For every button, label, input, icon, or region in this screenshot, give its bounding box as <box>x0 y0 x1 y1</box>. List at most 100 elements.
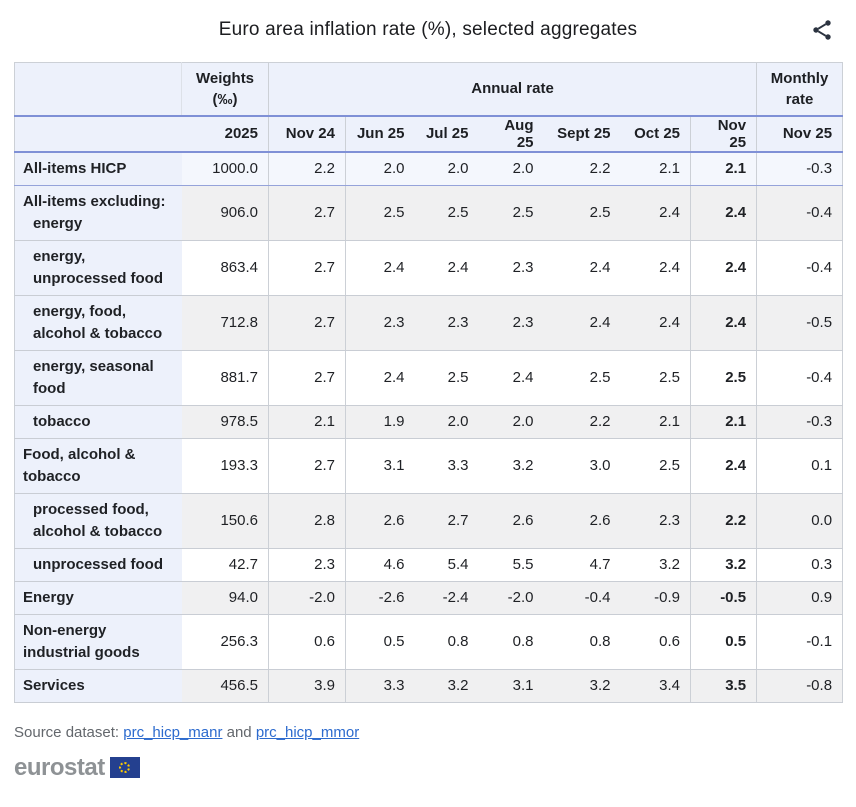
monthly-rate-cell: -0.1 <box>756 614 843 670</box>
row-label-cell: Services <box>14 669 182 703</box>
row-label-cell: tobacco <box>14 405 182 439</box>
row-label-cell: All-items excluding: energy <box>14 185 182 241</box>
annual-rate-cell: 3.1 <box>478 669 544 703</box>
annual-rate-cell: 2.4 <box>689 240 757 296</box>
title-bar: Euro area inflation rate (%), selected a… <box>0 0 856 41</box>
table-row: energy, food, alcohol & tobacco 712.8 2.7 2.… <box>14 295 843 351</box>
annual-rate-cell: 2.7 <box>268 185 346 241</box>
row-label-cell: Energy <box>14 581 182 615</box>
row-label-line: Energy <box>23 588 74 606</box>
annual-rate-cell: 0.8 <box>543 614 621 670</box>
annual-rate-cell: 2.1 <box>689 151 757 186</box>
row-label-cell: All-items HICP <box>14 151 182 186</box>
weight-cell: 256.3 <box>181 614 269 670</box>
header-group-row: Weights (‰) Annual rate Monthly rate <box>14 62 843 117</box>
annual-rate-cell: 2.4 <box>414 240 479 296</box>
annual-rate-cell: 2.5 <box>478 185 544 241</box>
dataset-link-mmor[interactable]: prc_hicp_mmor <box>255 723 360 741</box>
weight-cell: 978.5 <box>181 405 269 439</box>
source-prefix: Source dataset: <box>14 723 124 741</box>
annual-rate-cell: 3.9 <box>268 669 346 703</box>
annual-rate-cell: 2.1 <box>689 405 757 439</box>
annual-rate-cell: 3.5 <box>689 669 757 703</box>
row-label-cell: energy, food, alcohol & tobacco <box>14 295 182 351</box>
monthly-rate-header: Monthly rate <box>756 62 843 117</box>
weights-header-line2: (‰) <box>212 90 238 108</box>
row-label-cell: processed food, alcohol & tobacco <box>14 493 182 549</box>
annual-rate-cell: 2.7 <box>268 350 346 406</box>
weights-header: Weights (‰) <box>181 62 269 117</box>
row-label-line: Services <box>23 676 85 694</box>
weights-year-header: 2025 <box>181 115 269 153</box>
annual-rate-cell: 2.5 <box>543 185 621 241</box>
table-row: Food, alcohol & tobacco 193.3 2.7 3.1 3.3 3.2 3… <box>14 438 843 494</box>
table-row: All-items HICP 1000.0 2.2 2.0 2.0 2.0 2.2 2.1 2.… <box>14 151 843 186</box>
table-body: All-items HICP 1000.0 2.2 2.0 2.0 2.0 2.2 2.1 2.… <box>14 151 843 703</box>
annual-rate-cell: 4.6 <box>345 548 415 582</box>
corner-cell <box>14 62 182 117</box>
weight-cell: 42.7 <box>181 548 269 582</box>
annual-rate-cell: 2.0 <box>478 151 544 186</box>
annual-rate-cell: 2.3 <box>478 240 544 296</box>
annual-rate-cell: 2.6 <box>543 493 621 549</box>
annual-rate-cell: 0.6 <box>620 614 691 670</box>
annual-rate-cell: 2.5 <box>543 350 621 406</box>
annual-rate-cell: 2.0 <box>345 151 415 186</box>
row-label-cell: energy, unprocessed food <box>14 240 182 296</box>
annual-rate-cell: -2.0 <box>268 581 346 615</box>
corner-cell-2 <box>14 115 182 153</box>
weight-cell: 1000.0 <box>181 151 269 186</box>
monthly-rate-cell: -0.4 <box>756 240 843 296</box>
page-title: Euro area inflation rate (%), selected a… <box>218 19 638 40</box>
annual-rate-cell: 3.1 <box>345 438 415 494</box>
annual-rate-cell: -2.4 <box>414 581 479 615</box>
row-label-cell: Food, alcohol & tobacco <box>14 438 182 494</box>
row-label-line: Non-energy <box>23 621 107 639</box>
annual-rate-cell: -2.0 <box>478 581 544 615</box>
monthly-rate-cell: -0.4 <box>756 185 843 241</box>
annual-rate-cell: 3.4 <box>620 669 691 703</box>
table-row: energy, seasonal food 881.7 2.7 2.4 2.5 2.4 2.5… <box>14 350 843 406</box>
table-row: tobacco 978.5 2.1 1.9 2.0 2.0 2.2 2.1 2.1 -0.3 <box>14 405 843 439</box>
annual-rate-cell: 2.4 <box>620 295 691 351</box>
monthly-header-line1: Monthly <box>770 69 829 87</box>
row-label-cell: unprocessed food <box>14 548 182 582</box>
eurostat-logo: eurostat <box>14 753 856 781</box>
annual-rate-cell: 2.7 <box>414 493 479 549</box>
eu-flag-icon <box>109 757 140 778</box>
row-label-line: unprocessed food <box>33 269 164 287</box>
annual-rate-cell: 0.8 <box>478 614 544 670</box>
annual-rate-cell: 2.0 <box>414 151 479 186</box>
annual-rate-cell: 2.3 <box>268 548 346 582</box>
annual-rate-cell: 2.2 <box>689 493 757 549</box>
monthly-rate-cell: 0.1 <box>756 438 843 494</box>
source-line: Source dataset: prc_hicp_manr and prc_hi… <box>14 724 856 741</box>
annual-rate-cell: 2.2 <box>268 151 346 186</box>
annual-rate-cell: -2.6 <box>345 581 415 615</box>
annual-rate-cell: 2.1 <box>620 405 691 439</box>
row-label-line: processed food, <box>33 500 149 518</box>
share-button[interactable] <box>808 16 836 44</box>
annual-rate-cell: 2.8 <box>268 493 346 549</box>
dataset-link-manr[interactable]: prc_hicp_manr <box>123 723 223 741</box>
annual-rate-cell: 3.3 <box>414 438 479 494</box>
row-label-line: food <box>33 379 66 397</box>
weight-cell: 863.4 <box>181 240 269 296</box>
monthly-rate-cell: 0.9 <box>756 581 843 615</box>
annual-rate-cell: 5.4 <box>414 548 479 582</box>
annual-rate-cell: 3.3 <box>345 669 415 703</box>
annual-rate-cell: 2.4 <box>543 295 621 351</box>
annual-rate-cell: 4.7 <box>543 548 621 582</box>
annual-rate-cell: 2.2 <box>543 405 621 439</box>
annual-rate-cell: 2.5 <box>414 350 479 406</box>
annual-rate-cell: 3.2 <box>414 669 479 703</box>
table-row: unprocessed food 42.7 2.3 4.6 5.4 5.5 4.7 3.2 3.… <box>14 548 843 582</box>
eu-stars-icon <box>119 762 131 773</box>
annual-rate-cell: 2.4 <box>620 185 691 241</box>
row-label-line: energy, <box>33 247 86 265</box>
eurostat-wordmark: eurostat <box>14 753 105 781</box>
annual-rate-cell: 0.8 <box>414 614 479 670</box>
header-period-row: 2025 Nov 24 Jun 25 Jul 25 Aug 25 Sept 25… <box>14 115 843 153</box>
annual-rate-cell: 2.4 <box>478 350 544 406</box>
